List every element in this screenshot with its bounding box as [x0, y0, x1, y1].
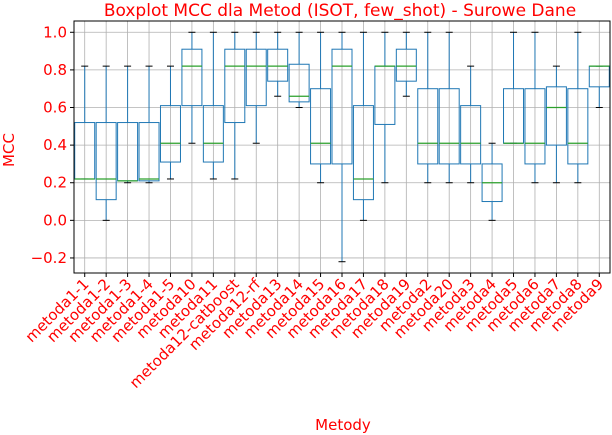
- box-metoda11: [202, 31, 224, 180]
- box-metoda3: [460, 65, 482, 184]
- x-axis-label: Metody: [315, 416, 371, 434]
- box-metoda18: [374, 31, 396, 184]
- box-metoda1-2: [95, 65, 117, 221]
- iqr-box: [267, 48, 289, 82]
- box-metoda13: [267, 31, 289, 97]
- y-tick-label: 0.2: [43, 174, 67, 192]
- iqr-box: [95, 122, 117, 201]
- iqr-box: [567, 88, 589, 165]
- box-metoda16: [331, 31, 353, 263]
- iqr-box: [245, 48, 267, 107]
- x-axis: metoda1-1metoda1-2metoda1-3metoda1-4meto…: [22, 273, 607, 392]
- iqr-box: [159, 105, 181, 163]
- iqr-box: [524, 88, 546, 165]
- box-metoda12-rf: [245, 31, 267, 144]
- box-metoda9: [588, 65, 610, 109]
- box-metoda14: [288, 31, 310, 109]
- box-metoda8: [567, 31, 589, 184]
- y-tick-label: −0.2: [31, 249, 67, 267]
- y-tick-label: 0.8: [43, 61, 67, 79]
- box-metoda10: [181, 31, 203, 144]
- iqr-box: [545, 86, 567, 146]
- iqr-box: [352, 105, 374, 201]
- grid-lines: [74, 21, 610, 273]
- iqr-box: [460, 105, 482, 165]
- box-metoda1-1: [74, 65, 96, 180]
- iqr-box: [395, 48, 417, 82]
- iqr-box: [138, 122, 160, 182]
- box-metoda19: [395, 31, 417, 97]
- iqr-box: [181, 48, 203, 107]
- box-metoda6: [524, 31, 546, 184]
- iqr-box: [417, 88, 439, 165]
- box-metoda2: [417, 31, 439, 184]
- iqr-box: [331, 48, 353, 165]
- y-tick-label: 1.0: [43, 23, 67, 41]
- iqr-box: [202, 105, 224, 163]
- box-metoda1-5: [159, 65, 181, 180]
- iqr-box: [310, 88, 332, 165]
- box-metoda1-4: [138, 65, 160, 184]
- box-metoda15: [310, 31, 332, 184]
- box-metoda17: [352, 31, 374, 221]
- box-series: [74, 31, 610, 263]
- y-axis: −0.2 0.0 0.2 0.4 0.6 0.8 1.0: [31, 23, 74, 267]
- iqr-box: [288, 63, 310, 103]
- box-metoda20: [438, 31, 460, 184]
- box-metoda5: [503, 31, 525, 144]
- y-tick-label: 0.0: [43, 211, 67, 229]
- chart-title: Boxplot MCC dla Metod (ISOT, few_shot) -…: [104, 1, 576, 21]
- iqr-box: [438, 88, 460, 165]
- y-tick-label: 0.4: [43, 136, 67, 154]
- box-metoda12-catboost: [224, 31, 246, 180]
- y-axis-label: MCC: [0, 133, 18, 167]
- box-metoda1-3: [117, 65, 139, 184]
- box-metoda4: [481, 142, 503, 221]
- iqr-box: [224, 48, 246, 124]
- y-tick-label: 0.6: [43, 99, 67, 117]
- box-metoda7: [545, 65, 567, 184]
